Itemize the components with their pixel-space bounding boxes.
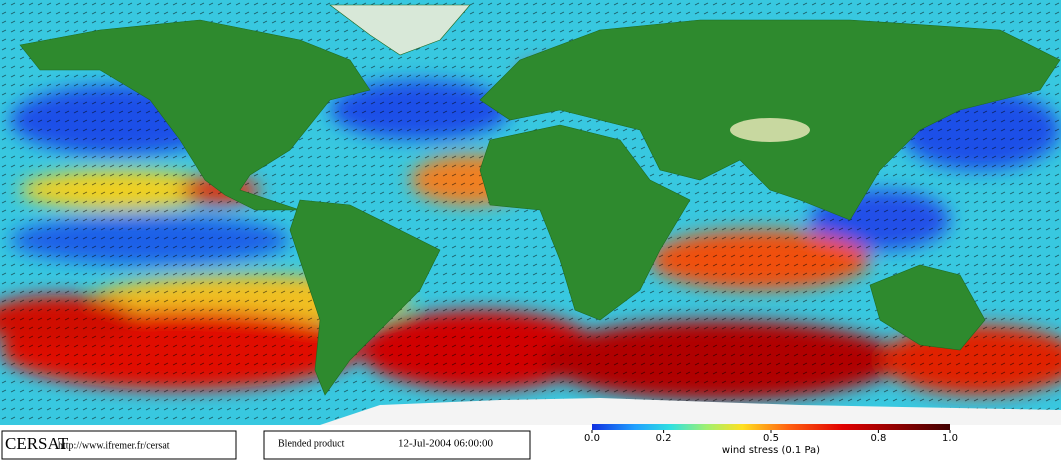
product: Blended product <box>278 438 345 449</box>
colorbar-ticks: 0.0 0.2 0.5 0.8 1.0 <box>584 430 958 444</box>
colorbar-label: wind stress (0.1 Pa) <box>722 445 820 456</box>
logo-box <box>1 430 237 460</box>
url: http://www.ifremer.fr/cersat <box>58 440 170 451</box>
colorbar-tick-label: 0.0 <box>584 433 600 444</box>
colorbar <box>592 424 950 430</box>
datetime: 12-Jul-2004 06:00:00 <box>398 438 494 450</box>
land <box>19 4 1061 425</box>
info-box <box>263 430 531 460</box>
colorbar-tick-label: 0.5 <box>763 433 779 444</box>
colorbar-tick-label: 0.8 <box>870 433 886 444</box>
colorbar-tick-label: 1.0 <box>942 433 958 444</box>
colorbar-tick-label: 0.2 <box>656 433 672 444</box>
logo: CERSAT <box>5 434 69 453</box>
